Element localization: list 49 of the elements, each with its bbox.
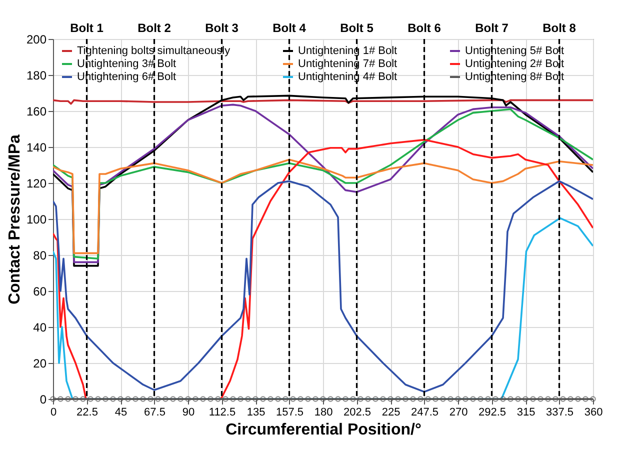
legend-label: Untightening 6# Bolt <box>77 71 176 83</box>
x-tick-label: 315 <box>516 406 536 418</box>
x-tick-label: 157.5 <box>276 406 304 418</box>
x-tick-label: 337.5 <box>546 406 574 418</box>
ref-line-label: Bolt 8 <box>542 21 576 35</box>
legend-label: Untightening 1# Bolt <box>298 45 398 57</box>
ref-line-label: Bolt 7 <box>475 21 509 35</box>
y-tick-label: 40 <box>33 320 47 334</box>
x-tick-label: 22.5 <box>76 406 98 418</box>
x-axis-title: Circumferential Position/° <box>226 422 422 438</box>
x-tick-label: 292.5 <box>478 406 506 418</box>
legend-label: Tightening bolts simultaneously <box>77 45 231 57</box>
y-tick-label: 100 <box>26 212 47 226</box>
x-tick-label: 360 <box>584 406 603 418</box>
ref-line-label: Bolt 6 <box>408 21 442 35</box>
line-series <box>53 158 593 254</box>
ref-line-label: Bolt 1 <box>70 21 104 35</box>
y-tick-label: 180 <box>26 68 47 82</box>
x-tick-label: 135 <box>246 406 266 418</box>
x-tick-label: 45 <box>114 406 128 418</box>
x-tick-label: 0 <box>50 406 57 418</box>
y-tick-label: 160 <box>26 104 47 118</box>
legend-label: Untightening 3# Bolt <box>77 58 176 70</box>
x-tick-label: 270 <box>449 406 468 418</box>
ref-line-label: Bolt 5 <box>340 21 374 35</box>
x-tick-label: 202.5 <box>343 406 372 418</box>
legend-label: Untightening 5# Bolt <box>465 45 564 57</box>
legend-label: Untightening 2# Bolt <box>465 58 564 70</box>
y-tick-label: 120 <box>26 176 47 190</box>
x-tick-label: 112.5 <box>208 406 236 418</box>
ref-line-label: Bolt 4 <box>272 21 306 35</box>
y-tick-label: 0 <box>40 392 47 406</box>
legend-label: Untightening 7# Bolt <box>298 58 398 70</box>
legend-label: Untightening 4# Bolt <box>298 71 398 83</box>
y-tick-label: 20 <box>33 356 47 370</box>
legend-label: Untightening 8# Bolt <box>465 71 564 83</box>
line-series <box>53 180 593 393</box>
x-tick-label: 90 <box>182 406 195 418</box>
ref-line-label: Bolt 3 <box>205 21 239 35</box>
y-tick-label: 80 <box>33 248 47 262</box>
x-tick-label: 247.5 <box>410 406 439 418</box>
y-tick-label: 200 <box>26 32 47 46</box>
y-tick-label: 60 <box>33 284 47 298</box>
x-tick-label: 180 <box>314 406 333 418</box>
ref-line-label: Bolt 2 <box>138 21 172 35</box>
y-axis-title: Contact Pressure/MPa <box>6 134 24 304</box>
x-tick-label: 225 <box>382 406 400 418</box>
x-tick-label: 67.5 <box>144 406 166 418</box>
y-tick-label: 140 <box>26 140 47 154</box>
